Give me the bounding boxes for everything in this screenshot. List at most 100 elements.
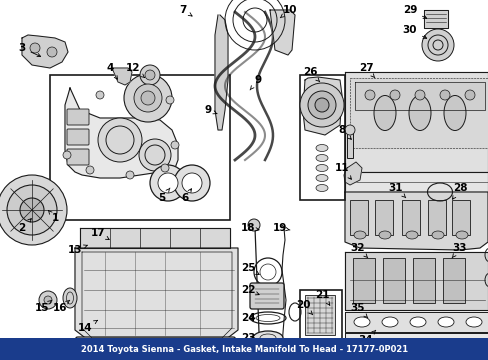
Bar [0,338,488,360]
Ellipse shape [378,231,390,239]
Polygon shape [215,15,227,130]
Text: 30: 30 [402,25,426,39]
Circle shape [140,65,160,85]
Ellipse shape [315,185,327,192]
Text: 31: 31 [388,183,405,198]
Text: 9: 9 [249,75,261,90]
Circle shape [86,166,94,174]
Text: 25: 25 [240,263,259,275]
Circle shape [165,96,174,104]
Ellipse shape [352,339,370,351]
Circle shape [174,165,209,201]
Polygon shape [80,228,229,248]
Text: 33: 33 [451,243,467,258]
Ellipse shape [432,339,450,351]
Polygon shape [269,10,294,55]
Ellipse shape [465,317,481,327]
Circle shape [427,35,447,55]
Bar [442,258,464,303]
Circle shape [0,175,67,245]
Text: 28: 28 [451,183,467,199]
Circle shape [47,47,57,57]
Polygon shape [112,68,132,85]
Circle shape [145,145,164,165]
Text: 19: 19 [272,223,289,233]
Circle shape [464,90,474,100]
Ellipse shape [405,339,423,351]
Circle shape [158,173,178,193]
Circle shape [124,74,172,122]
Text: 5: 5 [158,188,170,203]
Bar [374,200,392,235]
Polygon shape [303,77,341,135]
Polygon shape [345,333,487,358]
Circle shape [134,84,162,112]
Polygon shape [354,82,484,110]
Circle shape [161,164,169,172]
Text: 7: 7 [179,5,192,16]
Ellipse shape [373,95,395,131]
Ellipse shape [315,154,327,162]
Text: 14: 14 [78,320,97,333]
Circle shape [414,90,424,100]
Text: 2014 Toyota Sienna - Gasket, Intake Manifold To Head - 17177-0P021: 2014 Toyota Sienna - Gasket, Intake Mani… [81,345,407,354]
Ellipse shape [353,317,369,327]
Text: 9: 9 [204,105,217,115]
Bar [345,172,487,192]
Ellipse shape [408,95,430,131]
Circle shape [96,91,104,99]
Bar [346,130,352,158]
FancyBboxPatch shape [75,337,236,360]
Circle shape [421,29,453,61]
Text: 35: 35 [350,303,367,318]
Bar [412,258,434,303]
Circle shape [345,125,354,135]
Circle shape [307,91,335,119]
Circle shape [314,98,328,112]
FancyBboxPatch shape [67,149,89,165]
Ellipse shape [455,231,467,239]
Polygon shape [423,10,447,28]
Bar [401,200,419,235]
Bar [382,258,404,303]
Bar [299,75,345,200]
Polygon shape [345,72,487,172]
Text: 1: 1 [48,211,59,223]
Ellipse shape [458,339,476,351]
Bar [50,75,229,220]
Bar [451,200,469,235]
Circle shape [141,91,155,105]
Circle shape [364,90,374,100]
Text: 22: 22 [240,285,259,295]
Text: 8: 8 [338,125,350,139]
Circle shape [7,185,57,235]
Text: 3: 3 [19,43,41,57]
Text: 17: 17 [90,228,109,239]
Circle shape [150,165,185,201]
Ellipse shape [311,340,327,350]
Text: 10: 10 [280,5,297,18]
Circle shape [126,171,134,179]
Text: 26: 26 [302,67,319,82]
Ellipse shape [315,144,327,152]
Text: 13: 13 [68,245,87,255]
Ellipse shape [443,95,465,131]
Circle shape [432,40,442,50]
Ellipse shape [405,231,417,239]
Polygon shape [22,35,68,68]
Circle shape [299,83,343,127]
Text: 6: 6 [181,189,191,203]
Ellipse shape [381,317,397,327]
Ellipse shape [378,339,396,351]
FancyBboxPatch shape [67,129,89,145]
Circle shape [247,219,260,231]
Text: 4: 4 [106,63,117,79]
Polygon shape [345,312,487,332]
Circle shape [136,88,143,96]
Ellipse shape [315,165,327,171]
Ellipse shape [353,231,365,239]
Text: 18: 18 [240,223,259,233]
Circle shape [39,291,57,309]
Text: 24: 24 [240,313,255,323]
Text: 20: 20 [295,300,312,315]
